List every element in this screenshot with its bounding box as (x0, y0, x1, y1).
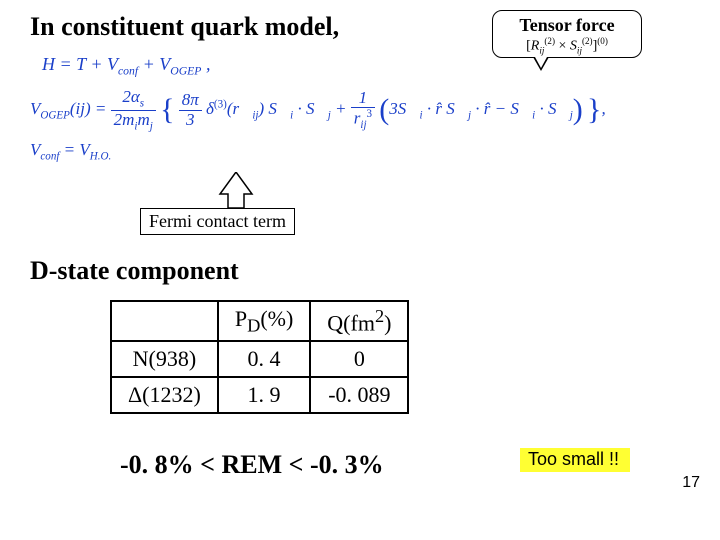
tensor-force-label: Tensor force (501, 15, 633, 36)
table-cell: 1. 9 (218, 377, 310, 413)
tensor-force-box: Tensor force [Rij(2) × Sij(2)](0) (492, 10, 642, 58)
d-state-table: PD(%) Q(fm2) N(938) 0. 4 0 Δ(1232) 1. 9 … (110, 300, 409, 414)
table-header: Q(fm2) (310, 301, 408, 341)
table-header (111, 301, 218, 341)
table-row: N(938) 0. 4 0 (111, 341, 408, 377)
table-header: PD(%) (218, 301, 310, 341)
tensor-force-eq: [Rij(2) × Sij(2)](0) (501, 36, 633, 55)
equation-vogep: VOGEP(ij) = 2αs2mimj { 8π3 δ(3)(r⃗ij) S⃗… (30, 88, 606, 132)
equation-hamiltonian: H = T + Vconf + VOGEP , (42, 54, 210, 78)
table-cell: Δ(1232) (111, 377, 218, 413)
table-cell: -0. 089 (310, 377, 408, 413)
table-row: PD(%) Q(fm2) (111, 301, 408, 341)
fermi-contact-box: Fermi contact term (140, 208, 295, 235)
table-cell: N(938) (111, 341, 218, 377)
equations-area: H = T + Vconf + VOGEP , VOGEP(ij) = 2αs2… (30, 48, 690, 178)
table-row: Δ(1232) 1. 9 -0. 089 (111, 377, 408, 413)
page-number: 17 (682, 474, 700, 492)
arrow-up-icon (218, 172, 254, 208)
table-cell: 0. 4 (218, 341, 310, 377)
d-state-heading: D-state component (30, 256, 239, 286)
equation-vconf: Vconf = VH.O. (30, 140, 111, 162)
rem-inequality: -0. 8% < REM < -0. 3% (120, 450, 384, 480)
too-small-highlight: Too small !! (520, 448, 630, 472)
table-cell: 0 (310, 341, 408, 377)
